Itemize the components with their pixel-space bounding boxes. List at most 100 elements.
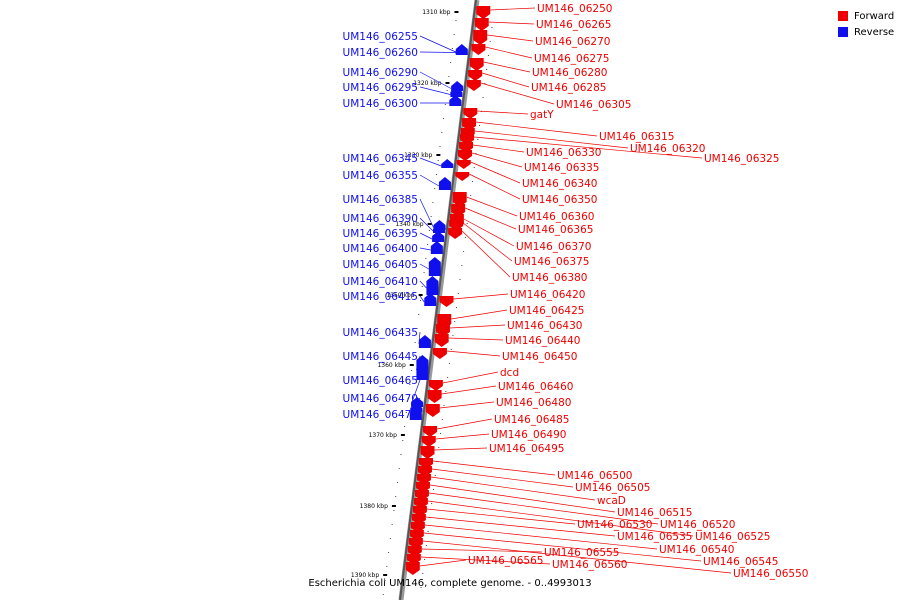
minor-tick [402,440,404,441]
reverse-feature [426,276,439,295]
forward-gene-label: UM146_06425 [509,305,584,317]
forward-feature [458,150,472,161]
minor-tick [405,412,407,413]
minor-tick [439,146,441,147]
reverse-feature [432,231,445,242]
forward-gene-label: UM146_06340 [522,178,597,190]
minor-tick [427,531,429,532]
minor-tick [420,587,422,588]
reverse-feature [455,46,468,54]
reverse-gene-label: UM146_06345 [343,153,418,165]
forward-gene-label: UM146_06530 [577,519,652,531]
minor-tick [459,279,461,280]
minor-tick [443,118,445,119]
minor-tick [391,524,393,525]
forward-feature [473,30,488,45]
forward-leader [476,121,598,137]
forward-leader [472,144,525,153]
minor-tick [407,398,409,399]
legend-swatch [838,27,848,37]
forward-leader [442,371,499,384]
minor-tick [422,573,424,574]
forward-feature [423,426,438,437]
forward-leader [487,34,534,42]
forward-leader [427,500,694,537]
forward-leader [488,21,535,25]
reverse-leader [419,280,427,289]
minor-tick [431,503,433,504]
minor-tick [450,349,452,350]
forward-feature [476,6,491,19]
minor-tick [412,356,414,357]
minor-tick [404,426,406,427]
minor-tick [455,20,457,21]
tick-label: 1380 kbp [360,503,388,510]
forward-feature [448,228,463,239]
forward-feature [405,562,420,575]
reverse-leader [410,379,421,405]
forward-leader [446,350,501,357]
forward-leader [474,130,629,149]
forward-gene-label: UM146_06315 [599,131,674,143]
minor-tick [437,160,439,161]
minor-tick [414,342,416,343]
minor-tick [451,48,453,49]
forward-leader [470,161,521,184]
forward-leader [465,207,517,230]
forward-gene-label: dcd [500,367,519,379]
legend: Forward Reverse [838,8,894,40]
forward-gene-label: UM146_06330 [526,147,601,159]
minor-tick [457,293,459,294]
forward-leader [490,7,536,11]
forward-gene-label: UM146_06440 [505,335,580,347]
reverse-leader [419,198,434,228]
reverse-leader [419,217,434,232]
reverse-leader [410,397,421,411]
minor-tick [421,286,423,287]
minor-tick [416,328,418,329]
forward-feature [452,192,467,207]
minor-tick [396,482,398,483]
forward-gene-label: UM146_06285 [531,82,606,94]
minor-tick [454,321,456,322]
minor-tick [400,454,402,455]
backbone [399,0,477,600]
minor-tick [473,167,475,168]
reverse-leader [419,51,456,53]
minor-tick [482,97,484,98]
forward-gene-label: UM146_06275 [534,53,609,65]
minor-tick [418,314,420,315]
minor-tick [393,510,395,511]
forward-leader [422,540,732,574]
forward-gene-label: UM146_06550 [733,568,808,580]
forward-feature [428,380,443,391]
forward-feature [466,80,481,91]
reverse-feature [438,177,451,190]
minor-tick [453,34,455,35]
forward-gene-label: UM146_06450 [502,351,577,363]
forward-gene-label: UM146_06360 [519,211,594,223]
forward-leader [435,433,490,440]
forward-gene-label: UM146_06500 [557,470,632,482]
minor-tick [427,244,429,245]
reverse-feature [416,355,429,380]
tick-label: 1350 kbp [386,292,414,299]
forward-gene-label: UM146_06565 [468,555,543,567]
reverse-leader [419,232,433,240]
minor-tick [487,55,489,56]
forward-gene-label: UM146_06480 [496,397,571,409]
reverse-feature [441,159,454,168]
minor-tick [432,202,434,203]
reverse-gene-label: UM146_06465 [343,375,418,387]
minor-tick [446,90,448,91]
forward-leader [436,418,493,430]
reverse-gene-label: UM146_06400 [343,243,418,255]
forward-gene-label: UM146_06555 [544,547,619,559]
forward-leader [449,324,506,329]
reverse-gene-label: UM146_06390 [343,213,418,225]
minor-tick [420,300,421,301]
reverse-gene-label: UM146_06295 [343,82,418,94]
forward-leader [425,516,616,537]
forward-feature [435,324,450,337]
reverse-feature [432,224,445,233]
